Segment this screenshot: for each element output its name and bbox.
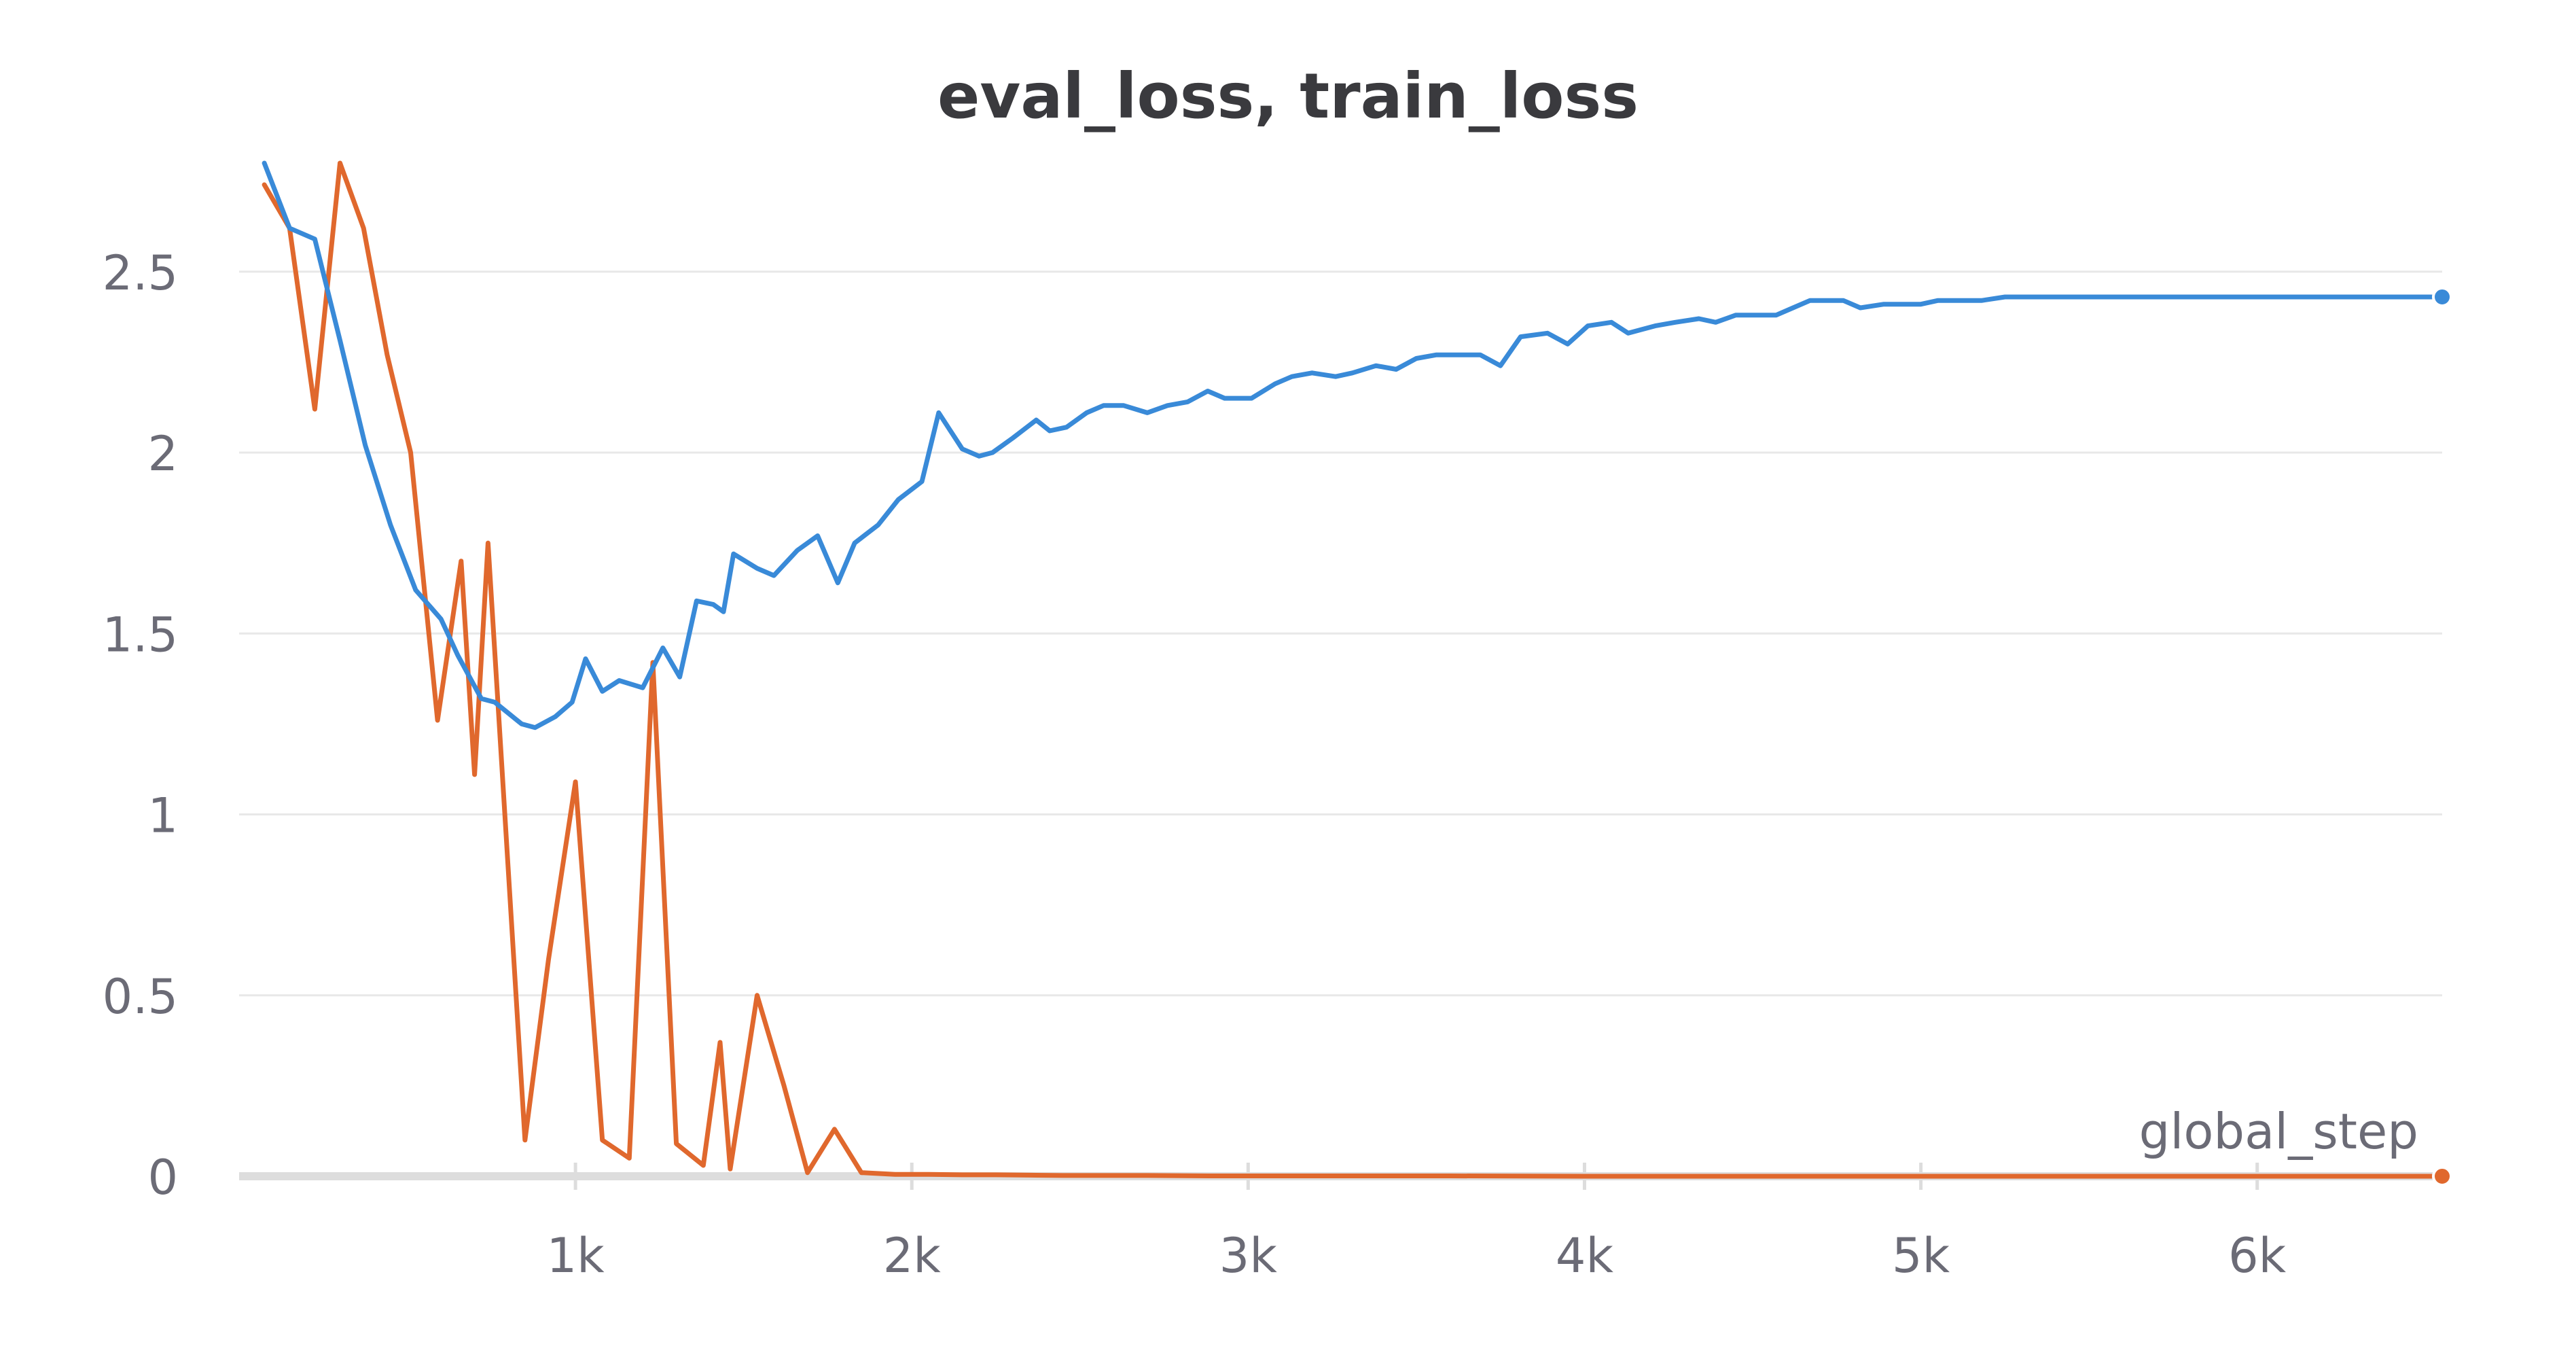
x-tick-label: 6k xyxy=(2228,1228,2287,1284)
x-tick-label: 1k xyxy=(547,1228,605,1284)
y-tick-label: 2 xyxy=(147,426,178,482)
series-endpoint-train-loss xyxy=(2432,1166,2452,1186)
x-axis-label: global_step xyxy=(2139,1103,2418,1160)
grid-lines xyxy=(239,270,2442,997)
axis-labels: 0 0.5 1 1.5 2 2.5 1k 2k 3k 4k 5k 6k global_step xyxy=(103,245,2418,1284)
x-tick-label: 3k xyxy=(1219,1228,1278,1284)
y-tick-label: 0.5 xyxy=(103,969,178,1025)
series-lines xyxy=(262,160,2452,1186)
x-tick-label: 4k xyxy=(1556,1228,1614,1284)
x-tick-label: 2k xyxy=(883,1228,942,1284)
y-tick-label: 2.5 xyxy=(103,245,178,301)
y-tick-label: 1 xyxy=(147,788,178,844)
x-tick-label: 5k xyxy=(1892,1228,1950,1284)
series-endpoint-eval-loss xyxy=(2432,287,2452,308)
y-tick-label: 1.5 xyxy=(103,607,178,663)
chart-title: eval_loss, train_loss xyxy=(937,60,1639,133)
series-line-eval-loss xyxy=(262,160,2445,730)
y-tick-label: 0 xyxy=(147,1150,178,1205)
series-line-train-loss xyxy=(262,160,2445,1179)
